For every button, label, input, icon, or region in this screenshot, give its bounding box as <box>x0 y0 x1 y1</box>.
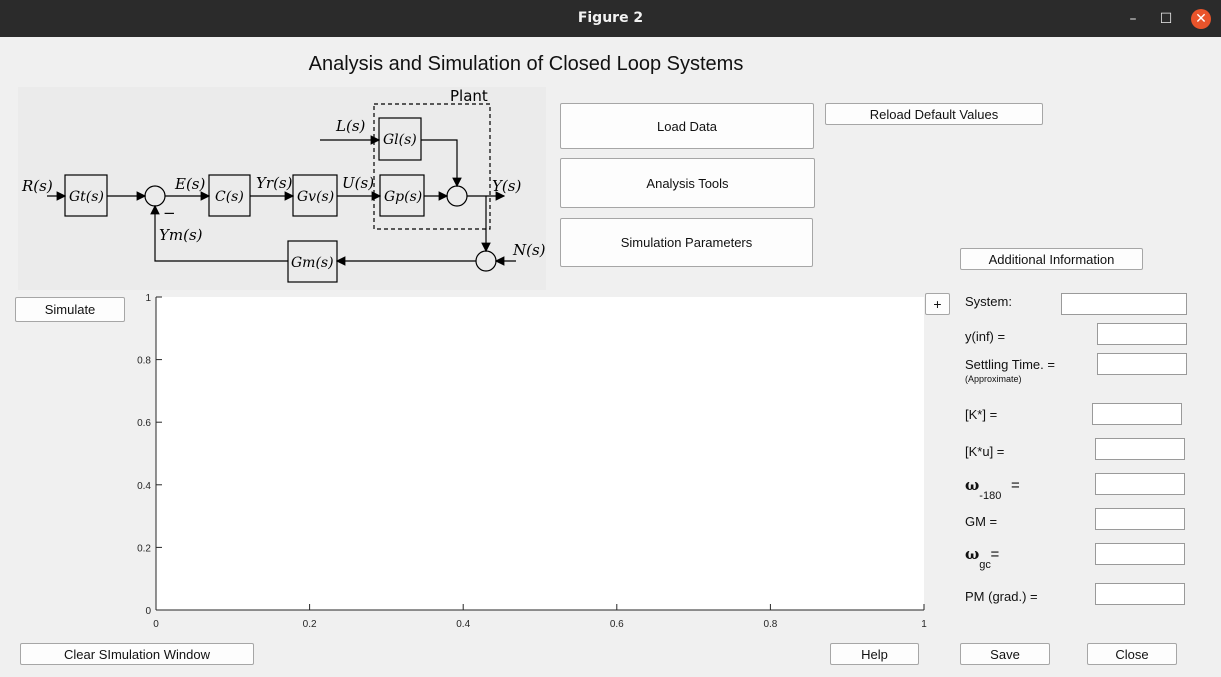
simulation-parameters-button[interactable]: Simulation Parameters <box>560 218 813 267</box>
block-diagram-svg: R(s) Gt(s) E(s) C(s) Yr(s) Gv(s) U(s) Gp… <box>21 87 546 283</box>
y-tick-label: 0 <box>145 606 151 617</box>
x-tick-label: 0.4 <box>456 619 470 630</box>
omega-180-field[interactable] <box>1095 473 1185 495</box>
minimize-icon[interactable]: – <box>1129 11 1137 27</box>
omega-180-subscript: -180 <box>979 490 1002 502</box>
r-label: R(s) <box>21 177 53 195</box>
close-window-icon[interactable]: ✕ <box>1191 9 1211 29</box>
e-label: E(s) <box>174 175 205 193</box>
n-label: N(s) <box>512 241 546 259</box>
page-title: Analysis and Simulation of Closed Loop S… <box>308 53 744 75</box>
title-bar: Figure 2 – ☐ ✕ <box>0 0 1221 37</box>
settling-time-label: Settling Time. = <box>965 357 1055 372</box>
close-button[interactable]: Close <box>1087 643 1177 665</box>
additional-information-button[interactable]: Additional Information <box>960 248 1143 270</box>
gp-label: Gp(s) <box>384 189 422 205</box>
save-button[interactable]: Save <box>960 643 1050 665</box>
x-tick-label: 1 <box>921 619 927 630</box>
system-label: System: <box>965 294 1012 309</box>
gv-label: Gv(s) <box>297 189 334 205</box>
x-tick-label: 0.2 <box>303 619 317 630</box>
analysis-tools-button[interactable]: Analysis Tools <box>560 158 815 208</box>
minus-sign: − <box>163 204 176 222</box>
x-tick-label: 0.8 <box>763 619 777 630</box>
help-button[interactable]: Help <box>830 643 919 665</box>
add-button[interactable]: + <box>925 293 950 315</box>
omega-gc-field[interactable] <box>1095 543 1185 565</box>
omega-symbol: ω <box>965 476 980 494</box>
y-tick-label: 0.4 <box>137 481 151 492</box>
plant-boundary <box>373 103 491 230</box>
pm-label: PM (grad.) = <box>965 589 1038 604</box>
yinf-label: y(inf) = <box>965 329 1006 344</box>
y-label: Y(s) <box>492 177 521 195</box>
omega-symbol: ω <box>965 545 980 563</box>
kstar-label: [K*] = <box>965 407 998 422</box>
y-tick-label: 1 <box>145 293 151 304</box>
simulate-button[interactable]: Simulate <box>15 297 125 322</box>
plant-label: Plant <box>450 87 488 105</box>
c-label: C(s) <box>215 189 244 205</box>
gl-label: Gl(s) <box>383 132 417 148</box>
u-label: U(s) <box>342 174 374 192</box>
kstar-field[interactable] <box>1092 403 1182 425</box>
omega-180-label: ω-180 = <box>965 476 1020 502</box>
l-label: L(s) <box>335 117 366 135</box>
yinf-field[interactable] <box>1097 323 1187 345</box>
block-diagram: R(s) Gt(s) E(s) C(s) Yr(s) Gv(s) U(s) Gp… <box>18 87 546 290</box>
omega-180-equals: = <box>1010 477 1020 494</box>
gm-label: GM = <box>965 514 998 529</box>
x-tick-label: 0 <box>153 619 159 630</box>
omega-gc-equals: = <box>990 546 1000 563</box>
yr-label: Yr(s) <box>256 174 293 192</box>
gm-label: Gm(s) <box>291 255 334 271</box>
settling-time-field[interactable] <box>1097 353 1187 375</box>
y-tick-label: 0.6 <box>137 418 151 429</box>
kstaru-label: [K*u] = <box>965 444 1005 459</box>
maximize-icon[interactable]: ☐ <box>1159 11 1173 27</box>
kstaru-field[interactable] <box>1095 438 1185 460</box>
y-tick-label: 0.2 <box>137 543 151 554</box>
figure-content: Analysis and Simulation of Closed Loop S… <box>0 37 1221 677</box>
plot-area <box>156 297 924 610</box>
pm-field[interactable] <box>1095 583 1185 605</box>
clear-simulation-window-button[interactable]: Clear SImulation Window <box>20 643 254 665</box>
omega-gc-subscript: gc <box>979 559 991 571</box>
simulation-plot: 0 0.2 0.4 0.6 0.8 1 0 0.2 0.4 0.6 0.8 1 <box>137 293 927 630</box>
y-tick-label: 0.8 <box>137 356 151 367</box>
gt-label: Gt(s) <box>69 189 104 205</box>
omega-gc-label: ωgc = <box>965 545 1003 571</box>
system-field[interactable] <box>1061 293 1187 315</box>
load-data-button[interactable]: Load Data <box>560 103 814 149</box>
gm-field[interactable] <box>1095 508 1185 530</box>
settling-time-note: (Approximate) <box>965 374 1022 384</box>
ym-label: Ym(s) <box>159 226 203 244</box>
x-tick-label: 0.6 <box>610 619 624 630</box>
reload-default-values-button[interactable]: Reload Default Values <box>825 103 1043 125</box>
window-title: Figure 2 <box>577 10 644 26</box>
